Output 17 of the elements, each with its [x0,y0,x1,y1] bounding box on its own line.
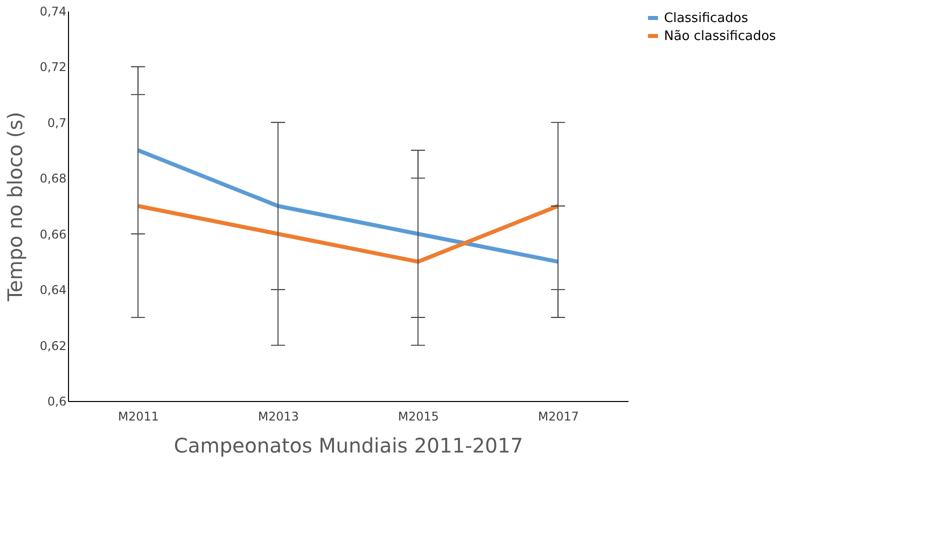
x-tick-label: M2013 [258,410,299,424]
legend-label: Classificados [664,11,748,26]
legend-label: Não classificados [664,29,776,44]
x-tick-label: M2017 [538,410,579,424]
y-tick-label: 0,62 [40,338,66,353]
y-tick-label: 0,7 [47,116,66,130]
y-tick-label: 0,64 [40,283,66,298]
x-tick-label: M2011 [118,410,159,424]
y-tick-label: 0,66 [40,227,66,242]
y-tick-label: 0,68 [40,172,66,186]
line-series [136,148,560,264]
x-axis-title: Campeonatos Mundiais 2011-2017 [174,434,524,458]
x-tick-label: M2015 [398,410,439,424]
y-tick-label: 0,74 [40,4,66,18]
y-axis-title: Tempo no bloco (s) [2,112,27,302]
y-tick-label: 0,6 [47,394,66,408]
y-tick-label: 0,72 [40,60,66,74]
